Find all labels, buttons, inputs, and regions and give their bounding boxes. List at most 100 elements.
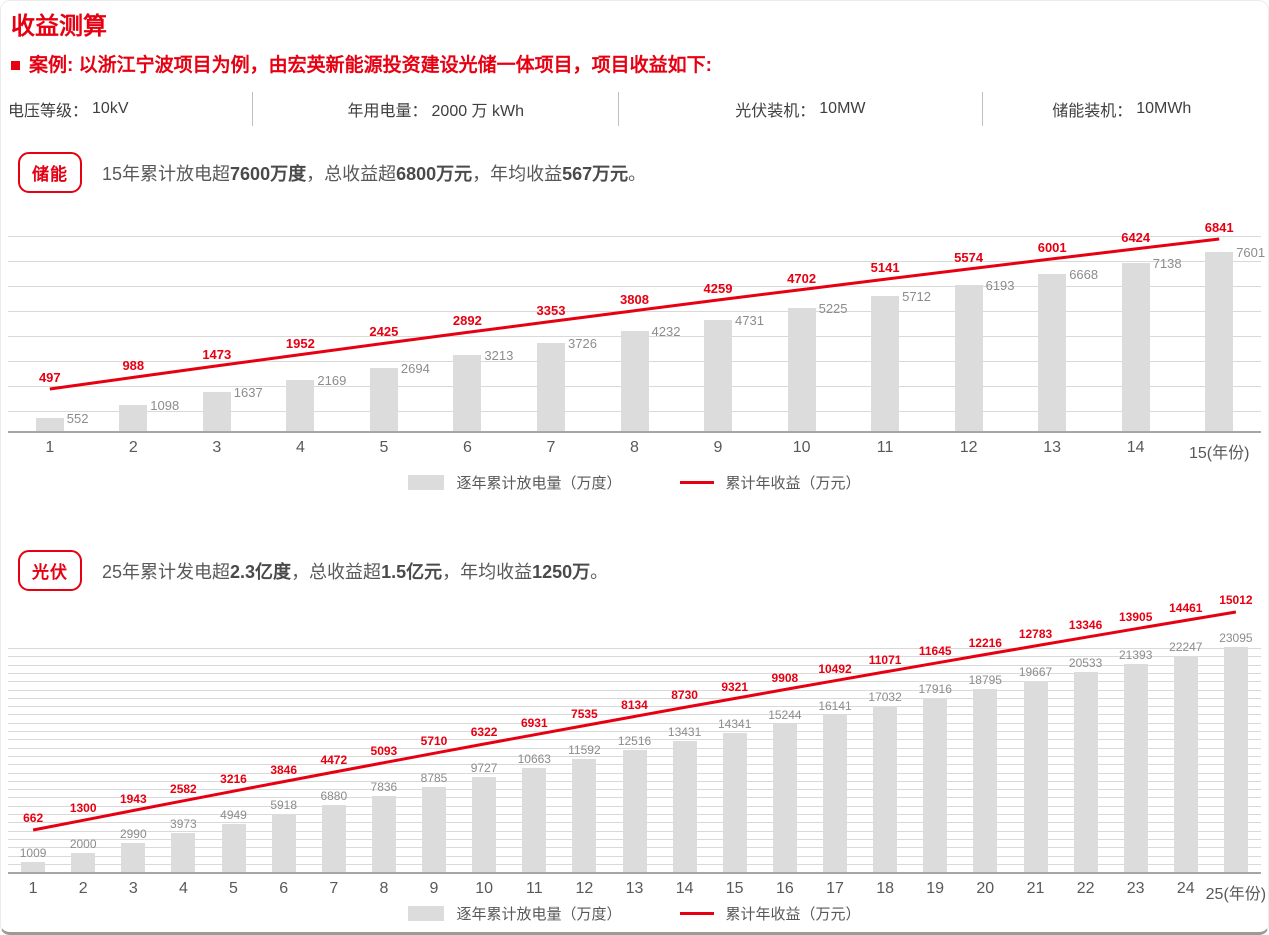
case-text: 案例: 以浙江宁波项目为例，由宏英新能源投资建设光储一体项目，项目收益如下: [29, 55, 712, 76]
bar-year-15 [1205, 251, 1234, 431]
line-value-label: 5710 [420, 734, 448, 749]
info-item-2: 年用电量： 2000 万 kWh [252, 92, 618, 126]
line-value-label: 2892 [452, 313, 482, 329]
x-tick-label: 13 [1043, 439, 1062, 456]
bar-value-label: 1009 [19, 846, 47, 861]
legend-label: 逐年累计放电量（万度） [456, 475, 622, 492]
legend-label: 逐年累计放电量（万度） [456, 906, 622, 923]
line-value-label: 5093 [370, 743, 398, 758]
line-value-label: 11071 [868, 652, 902, 667]
bar-value-label: 2694 [400, 360, 430, 376]
bar-value-label: 4949 [220, 807, 247, 822]
x-tick-label: 8 [379, 880, 389, 897]
bar-year-5 [369, 367, 398, 431]
x-tick-label: 6 [279, 880, 289, 897]
line-value-label: 15012 [1219, 593, 1253, 607]
bar-value-label: 14341 [718, 716, 752, 731]
x-tick-label: 11 [525, 880, 543, 897]
desc-segment: ，总收益超 [306, 163, 397, 184]
desc-segment: 6800万元 [396, 163, 473, 184]
x-tick-label: 18 [876, 880, 894, 897]
line-swatch-icon [679, 912, 714, 915]
gridline [8, 286, 1261, 287]
line-value-label: 9908 [771, 670, 799, 685]
info-item-3: 光伏装机： 10MW [618, 92, 981, 126]
line-value-label: 10492 [818, 661, 852, 676]
gridline [8, 731, 1261, 732]
bar-value-label: 13431 [667, 725, 702, 740]
x-tick-label: 15(年份) [1188, 445, 1250, 462]
line-value-label: 2582 [170, 781, 197, 796]
x-axis-line [8, 872, 1261, 874]
bar-swatch-icon [408, 906, 445, 921]
x-tick-label: 3 [128, 880, 138, 897]
info-label: 储能装机： [1052, 103, 1133, 120]
gridline [8, 656, 1261, 658]
bar-year-6 [271, 814, 296, 872]
x-tick-label: 10 [792, 439, 811, 456]
line-value-label: 3216 [220, 772, 247, 787]
bar-value-label: 1637 [233, 385, 263, 401]
line-value-label: 4472 [320, 753, 348, 768]
bar-value-label: 10663 [517, 752, 551, 767]
bar-value-label: 12516 [617, 734, 652, 749]
line-value-label: 6001 [1037, 239, 1067, 255]
bar-year-9 [704, 319, 732, 431]
line-value-label: 1473 [202, 346, 232, 362]
x-tick-label: 5 [379, 439, 389, 456]
storage-section-desc: 15年累计放电超7600万度，总收益超6800万元，年均收益567万元。 [102, 160, 646, 186]
legend-label: 累计年收益（万元） [725, 906, 861, 923]
bar-year-10 [472, 777, 497, 872]
x-tick-label: 10 [475, 880, 493, 897]
bar-value-label: 5918 [270, 798, 298, 813]
bar-value-label: 18795 [968, 673, 1002, 688]
bar-year-23 [1123, 663, 1148, 872]
bar-value-label: 6193 [985, 278, 1015, 294]
line-value-label: 11645 [918, 644, 952, 659]
bar-year-7 [537, 343, 565, 431]
bar-year-20 [973, 689, 998, 872]
bar-year-1 [35, 418, 64, 431]
bar-year-5 [221, 823, 246, 872]
line-value-label: 5574 [954, 250, 984, 265]
bar-value-label: 23095 [1219, 631, 1253, 646]
bar-year-17 [823, 715, 847, 872]
desc-segment: ，年均收益 [442, 561, 533, 582]
bar-value-label: 8785 [420, 770, 448, 785]
x-tick-label: 23 [1126, 880, 1145, 897]
gridline [8, 747, 1261, 749]
gridline [8, 739, 1261, 741]
gridline [8, 261, 1261, 262]
bar-year-4 [171, 833, 196, 872]
x-tick-label: 7 [329, 880, 339, 897]
bar-value-label: 5712 [902, 289, 932, 305]
bar-value-label: 22247 [1169, 639, 1203, 654]
bar-year-14 [1121, 262, 1150, 431]
storage-chart-legend: 逐年累计放电量（万度） 累计年收益（万元） [0, 472, 1269, 493]
bar-swatch-icon [408, 475, 445, 490]
x-tick-label: 14 [675, 880, 694, 897]
bar-value-label: 11592 [568, 743, 601, 758]
x-axis-line [8, 431, 1261, 433]
info-value: 10kV [92, 100, 129, 117]
pv-section-desc: 25年累计发电超2.3亿度，总收益超1.5亿元，年均收益1250万。 [102, 558, 608, 584]
line-value-label: 2425 [369, 324, 399, 340]
gridline [8, 236, 1261, 237]
case-line: 案例: 以浙江宁波项目为例，由宏英新能源投资建设光储一体项目，项目收益如下: [11, 55, 712, 77]
line-value-label: 988 [122, 358, 145, 374]
bar-value-label: 2169 [317, 372, 347, 388]
line-value-label: 3353 [536, 302, 566, 318]
bar-year-2 [119, 405, 148, 431]
bar-year-3 [202, 392, 231, 431]
line-value-label: 3846 [270, 762, 298, 777]
gridline [8, 722, 1261, 724]
bar-value-label: 15244 [768, 707, 802, 722]
x-tick-label: 2 [128, 439, 138, 456]
x-tick-label: 1 [28, 880, 38, 897]
x-tick-label: 16 [775, 880, 794, 897]
legend-label: 累计年收益（万元） [725, 475, 861, 492]
bar-value-label: 17032 [868, 690, 902, 705]
x-tick-label: 4 [178, 880, 188, 897]
info-label: 年用电量： [347, 103, 428, 120]
bar-value-label: 21393 [1119, 647, 1153, 662]
